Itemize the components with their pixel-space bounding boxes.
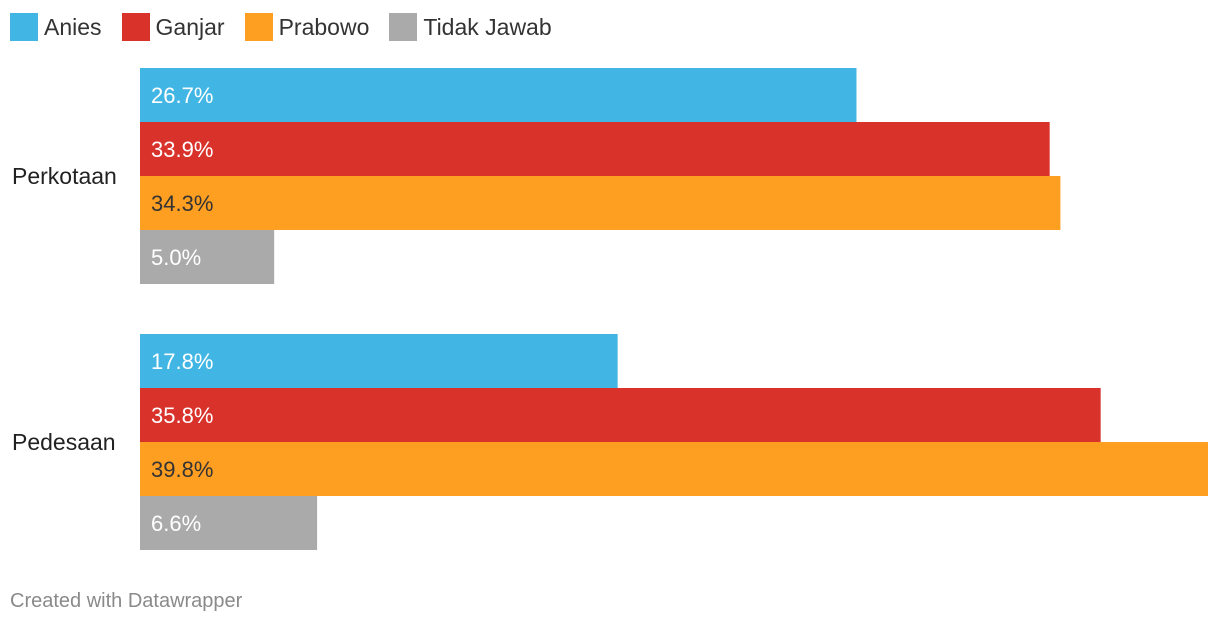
legend-label: Anies [44,13,102,40]
bar-tidak-jawab [140,496,318,550]
bar-value-label: 34.3% [151,191,213,216]
legend-swatch [10,13,38,41]
bar-prabowo [140,176,1061,230]
legend-item: Anies [10,13,102,41]
footer-credit: Created with Datawrapper [10,590,243,612]
legend-label: Prabowo [278,13,370,40]
bar-ganjar [140,122,1050,176]
bar-value-label: 35.8% [151,403,213,428]
legend-item: Prabowo [244,13,370,41]
legend-label: Tidak Jawab [423,13,552,40]
bar-value-label: 26.7% [151,83,213,108]
category-label: Perkotaan [12,163,117,189]
legend-swatch [244,13,273,41]
bar-value-label: 5.0% [151,245,201,270]
bar-anies [140,334,618,388]
category-label: Pedesaan [12,429,116,455]
bar-value-label: 6.6% [151,511,201,536]
bar-anies [140,68,857,122]
bar-ganjar [140,388,1101,442]
legend-swatch [389,13,418,41]
legend-item: Tidak Jawab [389,13,552,41]
bar-value-label: 17.8% [151,349,213,374]
chart-legend: Anies Ganjar Prabowo Tidak Jawab [10,12,572,42]
legend-swatch [121,13,150,41]
bar-prabowo [140,442,1208,496]
legend-item: Ganjar [121,13,225,41]
bar-value-label: 39.8% [151,457,213,482]
bar-value-label: 33.9% [151,137,213,162]
legend-label: Ganjar [155,13,225,40]
bar-tidak-jawab [140,230,275,284]
